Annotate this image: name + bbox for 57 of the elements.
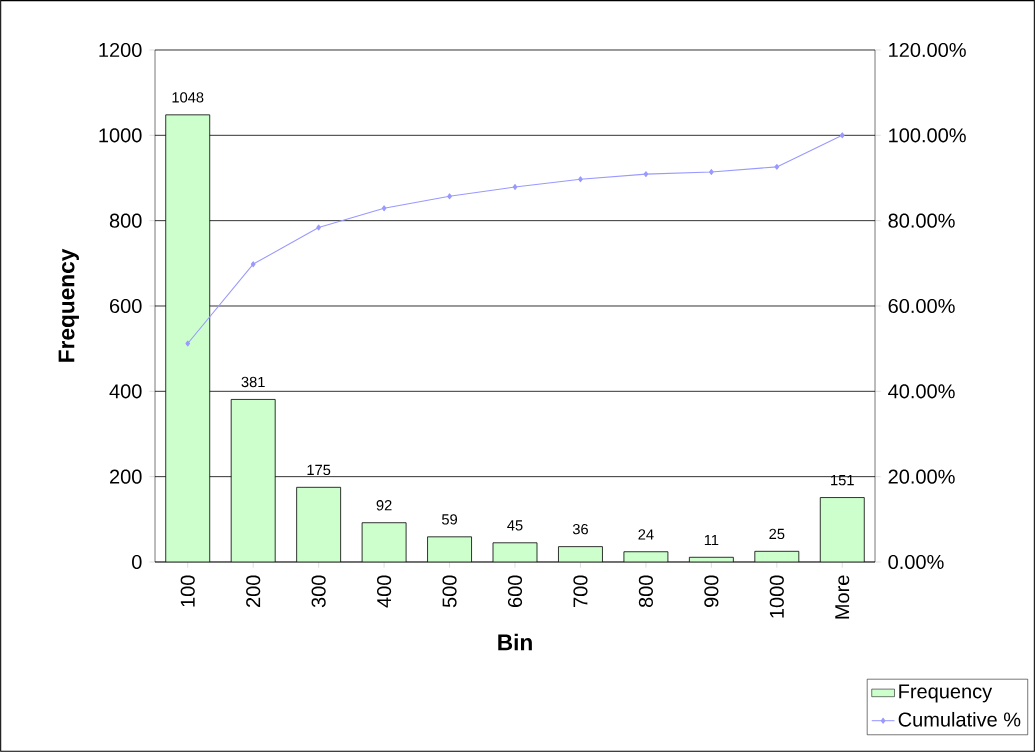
y-tick-label: 1200 [99, 42, 142, 58]
bar [427, 536, 472, 562]
y2-tick-label: 80.00% [888, 213, 955, 228]
x-tick-label: 200 [246, 575, 261, 607]
y2-tick-label: 0.00% [888, 554, 944, 570]
bar [230, 399, 276, 562]
data-label: 25 [769, 528, 785, 540]
legend-label: Cumulative % [898, 711, 1021, 727]
y2-tick-label: 60.00% [888, 298, 955, 314]
x-tick-label: 300 [311, 575, 326, 608]
data-label: 11 [704, 534, 719, 546]
x-axis-title: Bin [498, 633, 532, 651]
point [643, 171, 649, 178]
x-tick-label: 800 [638, 575, 653, 608]
point [316, 224, 321, 231]
y-tick-label: 1000 [99, 128, 142, 143]
y2-tick-label: 100.00% [889, 128, 966, 143]
bar [361, 522, 407, 562]
y-axis-title: Frequency [58, 248, 79, 362]
data-label: 36 [572, 523, 588, 535]
data-label: 151 [831, 475, 854, 486]
x-tick-label: 900 [704, 575, 719, 608]
bar [296, 486, 342, 562]
x-tick-label: 400 [377, 575, 392, 608]
y-tick-label: 200 [110, 469, 142, 484]
point [185, 340, 191, 347]
point [447, 193, 452, 200]
legend-label: Frequency [899, 684, 993, 703]
point [381, 205, 387, 212]
data-label: 24 [638, 529, 654, 540]
y-tick-label: 0 [132, 554, 142, 570]
y-tick-label: 400 [109, 384, 142, 399]
y-tick-label: 600 [110, 298, 142, 314]
y2-tick-label: 20.00% [888, 469, 955, 484]
x-tick-label: 700 [573, 575, 588, 607]
point [578, 176, 583, 183]
x-tick-label: 600 [507, 575, 523, 607]
data-label: 175 [307, 464, 331, 476]
y2-tick-label: 40.00% [888, 384, 955, 399]
x-tick-label: More [835, 575, 850, 619]
y-tick-label: 800 [109, 213, 142, 228]
x-tick-label: 100 [180, 575, 195, 607]
data-label: 381 [241, 376, 265, 388]
point [774, 163, 780, 170]
y2-tick-label: 120.00% [889, 42, 966, 58]
data-label: 1048 [172, 92, 204, 103]
data-label: 92 [376, 500, 392, 511]
data-label: 45 [507, 520, 523, 531]
point [512, 184, 518, 190]
point [709, 169, 714, 175]
point [839, 132, 845, 139]
point [250, 261, 256, 268]
data-label: 59 [441, 514, 458, 525]
bar [165, 114, 211, 562]
x-tick-label: 500 [442, 575, 457, 608]
bar [819, 497, 865, 562]
x-tick-label: 1000 [769, 575, 784, 618]
